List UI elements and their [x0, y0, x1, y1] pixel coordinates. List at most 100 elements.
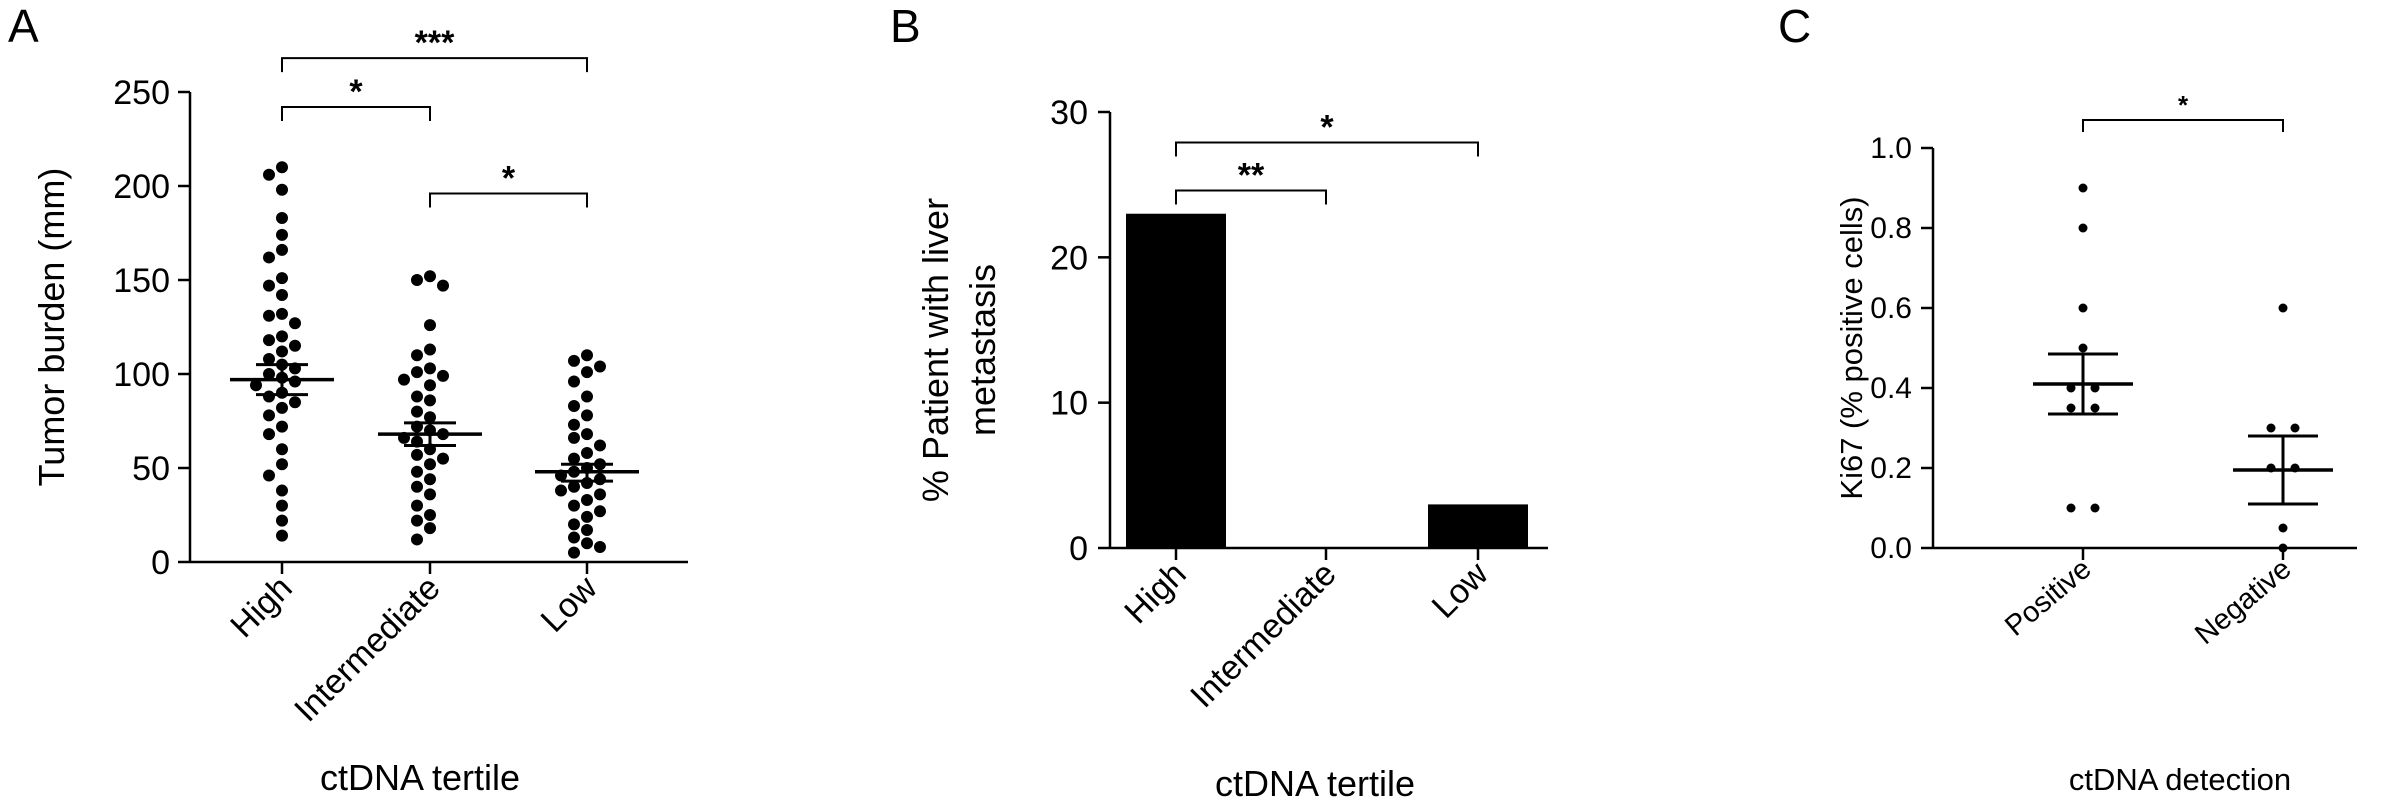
panel-c-letter: C — [1778, 0, 1811, 52]
panel-a-point — [581, 428, 593, 441]
panel-a-point — [250, 379, 262, 392]
panel-a-point — [594, 360, 606, 373]
panel-a-point — [289, 317, 301, 330]
panel-a-point — [437, 452, 449, 465]
panel-a-point — [581, 349, 593, 362]
panel-b-y-tick-label: 0 — [1069, 530, 1088, 568]
panel-c-significance-label: * — [2178, 90, 2189, 120]
panel-a-point — [411, 366, 423, 379]
panel-a-point — [411, 533, 423, 546]
panel-c-point — [2290, 423, 2300, 433]
panel-a-point — [263, 352, 275, 365]
panel-a-point — [276, 161, 288, 174]
panel-a-point — [581, 366, 593, 379]
panel-a-point — [411, 480, 423, 493]
panel-a-point — [263, 168, 275, 181]
panel-c-y-tick-label: 0.2 — [1870, 452, 1912, 485]
panel-a-point — [568, 431, 580, 444]
panel-b-significance: *** — [1175, 109, 1479, 205]
panel-c-point — [2078, 183, 2088, 193]
panel-a-point — [276, 345, 288, 358]
panel-a-mean-sem — [230, 363, 639, 483]
panel-a-y-axis-ticks: 0 50 100 150 200 250 — [113, 74, 190, 582]
panel-a-point — [581, 524, 593, 537]
panel-a-point — [411, 274, 423, 286]
panel-a-point — [411, 390, 423, 403]
panel-a-point — [411, 514, 423, 527]
panel-a-y-tick-label: 150 — [113, 262, 170, 300]
panel-c-y-axis-title: Ki67 (% positive cells) — [1834, 196, 1869, 499]
panel-a-point — [276, 420, 288, 433]
panel-a-point — [568, 399, 580, 412]
panel-c-point — [2066, 503, 2076, 513]
panel-a-y-tick-label: 100 — [113, 356, 170, 394]
panel-a-point — [568, 546, 580, 559]
panel-a-x-category-label: Low — [534, 568, 605, 639]
panel-a-point — [398, 373, 410, 386]
panel-a-point — [424, 362, 436, 375]
panel-a-point — [411, 499, 423, 512]
panel-a-point — [263, 309, 275, 322]
panel-a-point — [276, 243, 288, 256]
panel-a-point — [276, 228, 288, 241]
panel-b-significance-label: * — [1320, 109, 1334, 147]
panel-b-significance-bracket — [1175, 189, 1327, 205]
panel-a-point — [437, 369, 449, 382]
panel-a-y-tick-label: 0 — [151, 544, 170, 582]
panel-a-point — [276, 272, 288, 285]
panel-a-y-axis-title: Tumor burden (mm) — [31, 168, 72, 487]
panel-c-point — [2078, 303, 2088, 313]
panel-c-mean-sem — [2033, 352, 2333, 506]
panel-c-x-category-label: Negative — [2189, 553, 2297, 651]
panel-b-y-axis-title-line-2: metastasis — [962, 264, 1003, 436]
panel-a-point — [568, 531, 580, 544]
panel-a-point — [263, 279, 275, 292]
panel-c-x-axis-title: ctDNA detection — [2069, 762, 2291, 797]
panel-c-y-tick-label: 0.6 — [1870, 292, 1912, 325]
panel-b-bars — [1126, 213, 1528, 548]
panel-a-point — [424, 270, 436, 283]
panel-a-point — [276, 211, 288, 224]
panel-a-point — [424, 319, 436, 332]
panel-c-y-tick-label: 0.4 — [1870, 372, 1912, 405]
panel-c-point — [2090, 403, 2100, 413]
panel-a-point — [424, 379, 436, 392]
panel-c-point — [2090, 503, 2100, 513]
panel-b-letter: B — [890, 0, 921, 52]
panel-a-point — [276, 458, 288, 471]
panel-a-point — [568, 452, 580, 465]
panel-b-y-tick-label: 30 — [1050, 94, 1088, 132]
panel-a-point — [263, 469, 275, 482]
panel-a-point — [424, 343, 436, 356]
panel-c-point — [2066, 403, 2076, 413]
panel-b-y-tick-label: 10 — [1050, 385, 1088, 423]
panel-a-point — [424, 522, 436, 535]
panel-a-point — [276, 401, 288, 414]
panel-c-point — [2278, 303, 2288, 313]
panel-a-y-tick-label: 200 — [113, 168, 170, 206]
panel-a-point — [594, 473, 606, 486]
panel-a-point — [568, 375, 580, 388]
panel-a-point — [555, 484, 567, 497]
panel-a-data-points — [250, 161, 606, 559]
panel-a-point — [594, 505, 606, 518]
panel-a-point — [411, 405, 423, 418]
panel-c-point — [2278, 523, 2288, 533]
panel-a-point — [411, 349, 423, 362]
panel-a-point — [424, 411, 436, 424]
panel-c-y-tick-label: 0.8 — [1870, 212, 1912, 245]
panel-a-point — [263, 409, 275, 422]
panel-a-point — [263, 334, 275, 347]
panel-a-point — [276, 289, 288, 302]
panel-a-point — [276, 330, 288, 343]
panel-a-point — [424, 394, 436, 407]
panel-a-x-axis-title: ctDNA tertile — [320, 757, 520, 798]
panel-a-point — [581, 390, 593, 403]
panel-c: C 0.0 0.2 0.4 0.6 0.8 1.0 Ki67 (% positive ce… — [1778, 0, 2357, 797]
panel-a-point — [581, 446, 593, 459]
panel-a-point — [581, 510, 593, 523]
panel-a-point — [568, 518, 580, 531]
panel-b-bar — [1126, 213, 1226, 548]
